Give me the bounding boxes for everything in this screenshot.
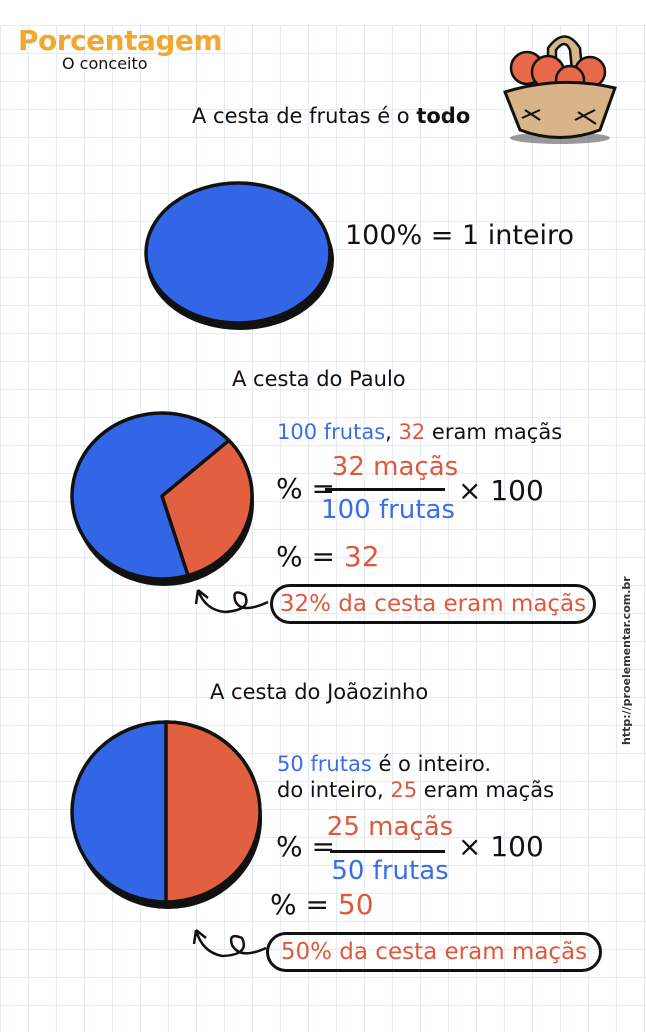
apple-count: 25	[390, 778, 418, 802]
pie-whole	[144, 181, 334, 330]
denominator: 50 frutas	[331, 856, 449, 886]
fruit-basket-icon	[503, 35, 617, 144]
pie-slice-apples	[160, 438, 254, 578]
conclusion-bubble: 50% da cesta eram maçãs	[266, 932, 602, 972]
section1-heading: A cesta de frutas é o todo	[192, 104, 470, 128]
result: % = 32	[276, 540, 380, 573]
total-fruits: 100 frutas	[277, 420, 386, 444]
result-prefix: % =	[276, 540, 344, 573]
pie-paulo	[70, 411, 254, 586]
pie-joaozinho	[70, 720, 262, 909]
heading-text: A cesta de frutas é o	[192, 104, 417, 128]
text: eram maçãs	[417, 778, 555, 802]
whole-equation: 100% = 1 inteiro	[345, 220, 575, 251]
section3-statement-1: 50 frutas é o inteiro.	[277, 752, 491, 776]
fraction-bar	[325, 488, 445, 491]
result-value: 32	[343, 540, 380, 573]
times-100: × 100	[458, 830, 544, 863]
numerator: 32 maçãs	[331, 452, 459, 482]
curly-arrow-icon	[192, 929, 267, 958]
curly-arrow-icon	[194, 589, 269, 614]
section3-heading: A cesta do Joãozinho	[210, 680, 429, 704]
numerator: 25 maçãs	[326, 812, 454, 842]
percent-sign: % =	[276, 830, 335, 863]
page-title: Porcentagem	[18, 24, 223, 57]
page-subtitle: O conceito	[62, 54, 148, 73]
result: % = 50	[270, 888, 374, 921]
sep: ,	[385, 420, 399, 444]
times-100: × 100	[458, 474, 544, 507]
section2-heading: A cesta do Paulo	[232, 367, 406, 391]
denominator: 100 frutas	[321, 495, 455, 525]
result-prefix: % =	[270, 888, 338, 921]
text: do inteiro,	[277, 778, 391, 802]
heading-bold: todo	[416, 104, 471, 128]
pie-slice-apples	[164, 720, 262, 904]
text: é o inteiro.	[371, 752, 492, 776]
section3-statement-2: do inteiro, 25 eram maçãs	[277, 778, 554, 802]
total-fruits: 50 frutas	[277, 752, 372, 776]
source-url: http://proelementar.com.br	[620, 576, 633, 745]
section2-statement: 100 frutas, 32 eram maçãs	[277, 420, 562, 444]
result-value: 50	[337, 888, 374, 921]
text: eram maçãs	[425, 420, 563, 444]
apple-count: 32	[398, 420, 426, 444]
fraction-bar	[330, 850, 445, 853]
conclusion-bubble: 32% da cesta eram maçãs	[270, 584, 596, 624]
